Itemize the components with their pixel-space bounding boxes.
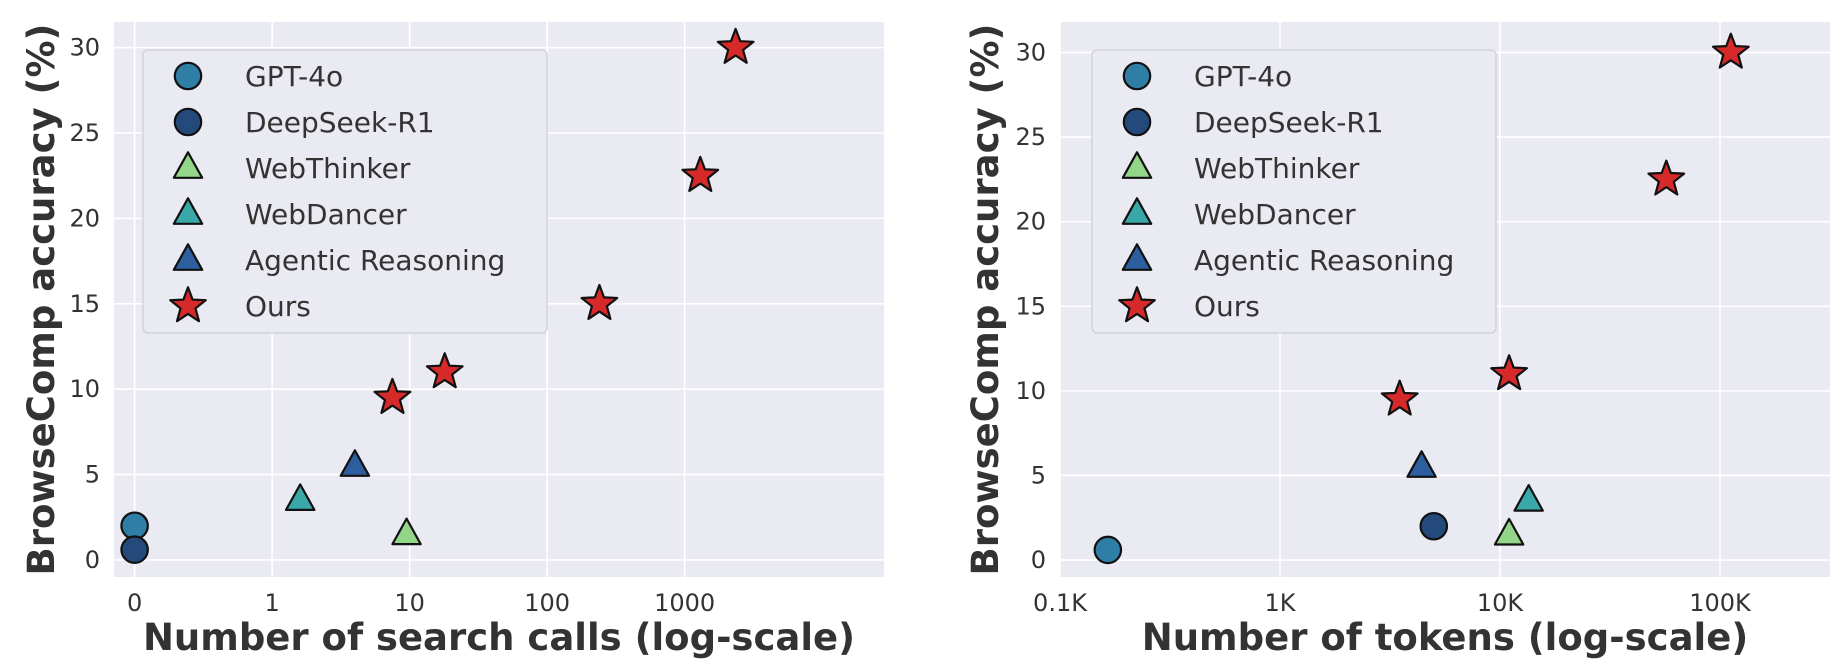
legend-entry: WebThinker <box>1194 152 1360 185</box>
y-tick-label: 25 <box>1015 123 1046 151</box>
y-tick-label: 25 <box>69 119 100 147</box>
x-tick-label: 0.1K <box>1033 589 1088 617</box>
data-point <box>120 535 149 564</box>
x-tick-label: 1K <box>1264 589 1296 617</box>
legend-entry: WebDancer <box>1194 198 1356 231</box>
x-tick-label: 100K <box>1689 589 1752 617</box>
legend-marker <box>173 107 203 137</box>
y-tick-label: 15 <box>1015 292 1046 320</box>
data-point <box>1493 517 1525 546</box>
data-point <box>120 511 149 541</box>
x-axis-label: Number of search calls (log-scale) <box>143 616 855 659</box>
y-tick-label: 30 <box>69 34 100 62</box>
data-point <box>1093 535 1123 565</box>
series-deepseek-r1 <box>120 535 149 564</box>
legend-entry: Agentic Reasoning <box>1194 244 1454 277</box>
x-tick-label: 1 <box>264 589 279 617</box>
y-tick-label: 5 <box>1031 461 1046 489</box>
y-tick-label: 30 <box>1015 38 1046 66</box>
data-point <box>580 283 619 320</box>
legend-entry: WebDancer <box>245 198 407 231</box>
data-point <box>373 377 412 414</box>
x-axis-label: Number of tokens (log-scale) <box>1142 616 1749 659</box>
series-deepseek-r1 <box>1419 511 1449 541</box>
legend-entry: WebThinker <box>245 152 411 185</box>
data-point <box>1513 484 1544 512</box>
data-point <box>284 483 316 511</box>
data-point <box>716 27 755 64</box>
y-tick-label: 10 <box>1015 377 1046 405</box>
data-point <box>339 449 371 477</box>
series-ours <box>373 27 755 414</box>
legend-marker <box>1121 197 1153 225</box>
legend-marker <box>172 151 204 179</box>
legend-box <box>1091 49 1497 334</box>
legend: GPT-4o DeepSeek-R1 WebThinker WebDancer Agen… <box>1091 49 1497 334</box>
series-ours <box>1380 32 1750 416</box>
data-point <box>391 517 422 546</box>
legend-marker <box>169 286 207 323</box>
legend-marker <box>1121 243 1153 271</box>
legend-marker <box>1118 286 1156 323</box>
data-point <box>1380 379 1419 416</box>
legend-entry: GPT-4o <box>245 60 343 93</box>
legend-marker <box>172 243 204 271</box>
x-tick-label: 10 <box>394 589 425 617</box>
legend-marker <box>1121 151 1153 179</box>
legend-entry: DeepSeek-R1 <box>1194 106 1384 139</box>
y-tick-label: 0 <box>1031 546 1046 574</box>
y-tick-label: 10 <box>69 375 100 403</box>
series-webthinker <box>1493 517 1525 546</box>
data-point <box>1419 511 1449 541</box>
data-point <box>681 155 720 192</box>
legend-entry: Ours <box>245 290 311 323</box>
y-tick-label: 15 <box>69 290 100 318</box>
legend-marker <box>172 197 204 225</box>
series-webdancer <box>1513 484 1544 512</box>
y-axis-label: BrowseComp accuracy (%) <box>964 24 1007 576</box>
legend-marker <box>173 61 203 91</box>
data-point <box>1647 159 1686 196</box>
series-webdancer <box>284 483 316 511</box>
series-gpt-4o <box>120 511 149 541</box>
x-tick-label: 100 <box>524 589 570 617</box>
legend-entry: Agentic Reasoning <box>245 244 505 277</box>
y-tick-label: 20 <box>69 204 100 232</box>
series-gpt-4o <box>1093 535 1123 565</box>
series-agentic-reasoning <box>339 449 371 477</box>
legend: GPT-4o DeepSeek-R1 WebThinker WebDancer Agen… <box>142 49 548 334</box>
legend-marker <box>1122 61 1152 91</box>
y-axis-label: BrowseComp accuracy (%) <box>20 24 63 576</box>
legend-entry: GPT-4o <box>1194 60 1292 93</box>
data-point <box>1406 450 1437 478</box>
y-tick-label: 20 <box>1015 208 1046 236</box>
x-tick-label: 0 <box>127 589 142 617</box>
series-webthinker <box>391 517 422 546</box>
data-point <box>425 352 464 389</box>
legend-box <box>142 49 548 334</box>
series-agentic-reasoning <box>1406 450 1437 478</box>
legend-entry: DeepSeek-R1 <box>245 106 435 139</box>
x-tick-label: 1000 <box>654 589 715 617</box>
data-point <box>1490 354 1529 391</box>
y-tick-label: 0 <box>85 546 100 574</box>
y-tick-label: 5 <box>85 461 100 489</box>
data-point <box>1711 32 1750 69</box>
legend-marker <box>1122 107 1152 137</box>
x-tick-label: 10K <box>1477 589 1525 617</box>
legend-entry: Ours <box>1194 290 1260 323</box>
